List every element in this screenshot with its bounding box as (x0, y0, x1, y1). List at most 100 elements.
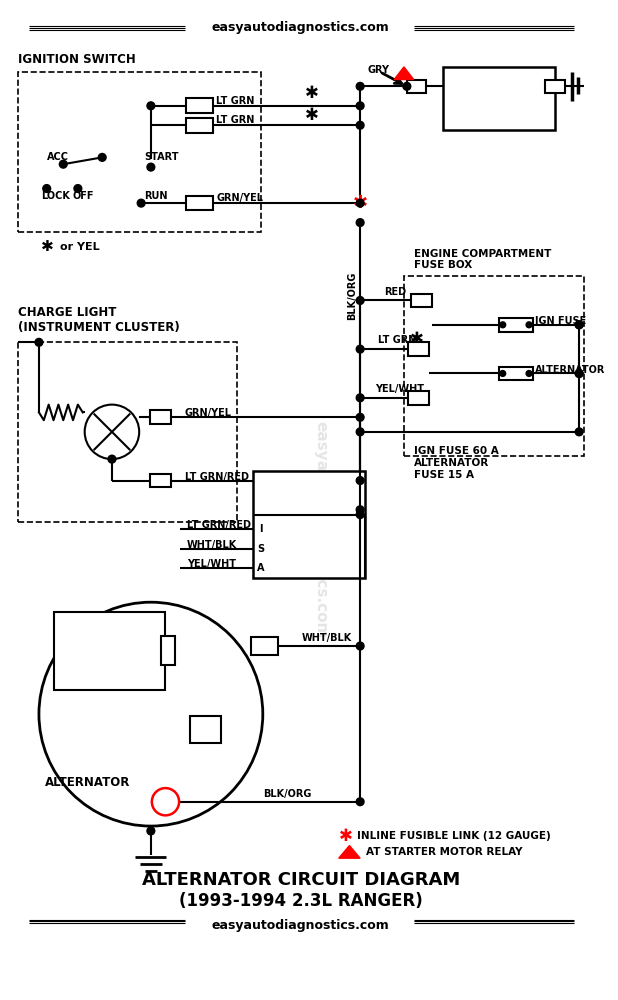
Bar (408, 391, 430, 405)
Circle shape (356, 199, 364, 207)
Text: ✱: ✱ (339, 827, 353, 845)
Bar (150, 410, 171, 424)
Text: ALTERNATOR
FUSE 15 A: ALTERNATOR FUSE 15 A (413, 458, 489, 480)
Bar (17, 72, 261, 232)
Circle shape (147, 827, 154, 835)
Text: START: START (144, 152, 179, 162)
Circle shape (356, 121, 364, 129)
Circle shape (59, 160, 67, 168)
Circle shape (356, 798, 364, 806)
Circle shape (137, 199, 145, 207)
Bar (253, 471, 365, 578)
Text: BATTERY: BATTERY (472, 94, 527, 104)
Text: ✱: ✱ (410, 330, 423, 348)
Text: AT STARTER MOTOR RELAY: AT STARTER MOTOR RELAY (366, 847, 522, 857)
Text: YEL/WHT: YEL/WHT (375, 384, 424, 394)
Bar (186, 98, 213, 113)
Bar (186, 118, 213, 133)
Text: GRY: GRY (368, 65, 390, 75)
Circle shape (356, 642, 364, 650)
Text: or YEL: or YEL (61, 242, 100, 252)
Circle shape (356, 102, 364, 110)
Circle shape (575, 428, 583, 436)
Bar (499, 367, 533, 380)
Circle shape (356, 394, 364, 402)
Bar (443, 67, 555, 130)
Circle shape (403, 82, 411, 90)
Text: VOLTAGE
REGULATOR: VOLTAGE REGULATOR (60, 648, 125, 669)
Text: easyautodiagnostics.com: easyautodiagnostics.com (212, 919, 389, 932)
Circle shape (500, 371, 506, 376)
Circle shape (356, 413, 364, 421)
Circle shape (356, 506, 364, 514)
Circle shape (356, 428, 364, 436)
Text: I: I (157, 639, 161, 649)
Circle shape (356, 345, 364, 353)
Circle shape (575, 321, 583, 329)
Text: IGN FUSE 60 A: IGN FUSE 60 A (413, 446, 499, 456)
Text: S: S (257, 544, 265, 554)
Text: BLK/ORG: BLK/ORG (347, 271, 357, 320)
Circle shape (35, 338, 43, 346)
Text: ✱: ✱ (41, 239, 54, 254)
Polygon shape (339, 846, 360, 858)
Text: ALTERNATOR CIRCUIT DIAGRAM: ALTERNATOR CIRCUIT DIAGRAM (142, 871, 460, 889)
Circle shape (98, 153, 106, 161)
Text: GRN/YEL: GRN/YEL (216, 193, 263, 203)
Text: YEL/WHT: YEL/WHT (187, 559, 236, 569)
Circle shape (74, 185, 82, 192)
Circle shape (575, 370, 583, 377)
Bar (499, 318, 533, 332)
Text: (1993-1994 2.3L RANGER): (1993-1994 2.3L RANGER) (179, 892, 423, 910)
Text: ALTERNATOR: ALTERNATOR (45, 776, 130, 789)
Circle shape (356, 219, 364, 226)
Bar (404, 276, 584, 456)
Text: +: + (456, 103, 468, 118)
Text: IGNITION SWITCH: IGNITION SWITCH (17, 53, 135, 66)
Text: LT GRN/RED: LT GRN/RED (185, 472, 249, 482)
Text: ACC: ACC (47, 152, 69, 162)
Text: GRN/YEL: GRN/YEL (185, 408, 232, 418)
Bar (190, 716, 221, 743)
Text: easyautodiagnostics.com: easyautodiagnostics.com (314, 421, 329, 638)
Text: LOCK: LOCK (41, 191, 70, 201)
Text: LT GRN: LT GRN (216, 115, 255, 125)
Circle shape (356, 82, 364, 90)
Bar (54, 612, 166, 690)
Text: BLK/ORG: BLK/ORG (263, 789, 311, 799)
Text: A: A (257, 563, 265, 573)
Text: OFF: OFF (72, 191, 93, 201)
Text: ✱: ✱ (305, 106, 318, 124)
Circle shape (43, 185, 51, 192)
Text: LT GRN: LT GRN (378, 335, 416, 345)
Circle shape (152, 788, 179, 815)
Text: easyautodiagnostics.com: easyautodiagnostics.com (212, 21, 389, 34)
Text: CHARGE LIGHT
(INSTRUMENT CLUSTER): CHARGE LIGHT (INSTRUMENT CLUSTER) (17, 306, 179, 334)
Text: ✱: ✱ (353, 194, 368, 212)
Bar (545, 80, 564, 93)
Text: WHT/BLK: WHT/BLK (302, 633, 352, 643)
Text: ✱: ✱ (305, 84, 318, 102)
Text: WHT/BLK: WHT/BLK (187, 540, 237, 550)
Bar (17, 342, 237, 522)
Circle shape (575, 321, 583, 329)
Bar (407, 80, 426, 93)
Text: I: I (259, 524, 263, 534)
Text: LT GRN/RED: LT GRN/RED (187, 520, 251, 530)
Circle shape (85, 405, 139, 459)
Circle shape (575, 370, 583, 377)
Text: LT GRN: LT GRN (216, 96, 255, 106)
Text: A: A (155, 663, 163, 673)
Circle shape (526, 371, 532, 376)
Text: RUN: RUN (144, 191, 167, 201)
Text: −: − (529, 103, 542, 118)
Circle shape (39, 602, 263, 826)
Text: RED: RED (384, 287, 407, 297)
Text: ALTERNATOR: ALTERNATOR (535, 365, 606, 375)
Circle shape (147, 163, 154, 171)
Bar (186, 196, 213, 210)
Circle shape (526, 322, 532, 328)
Circle shape (500, 322, 506, 328)
Polygon shape (394, 67, 413, 80)
Circle shape (356, 297, 364, 304)
